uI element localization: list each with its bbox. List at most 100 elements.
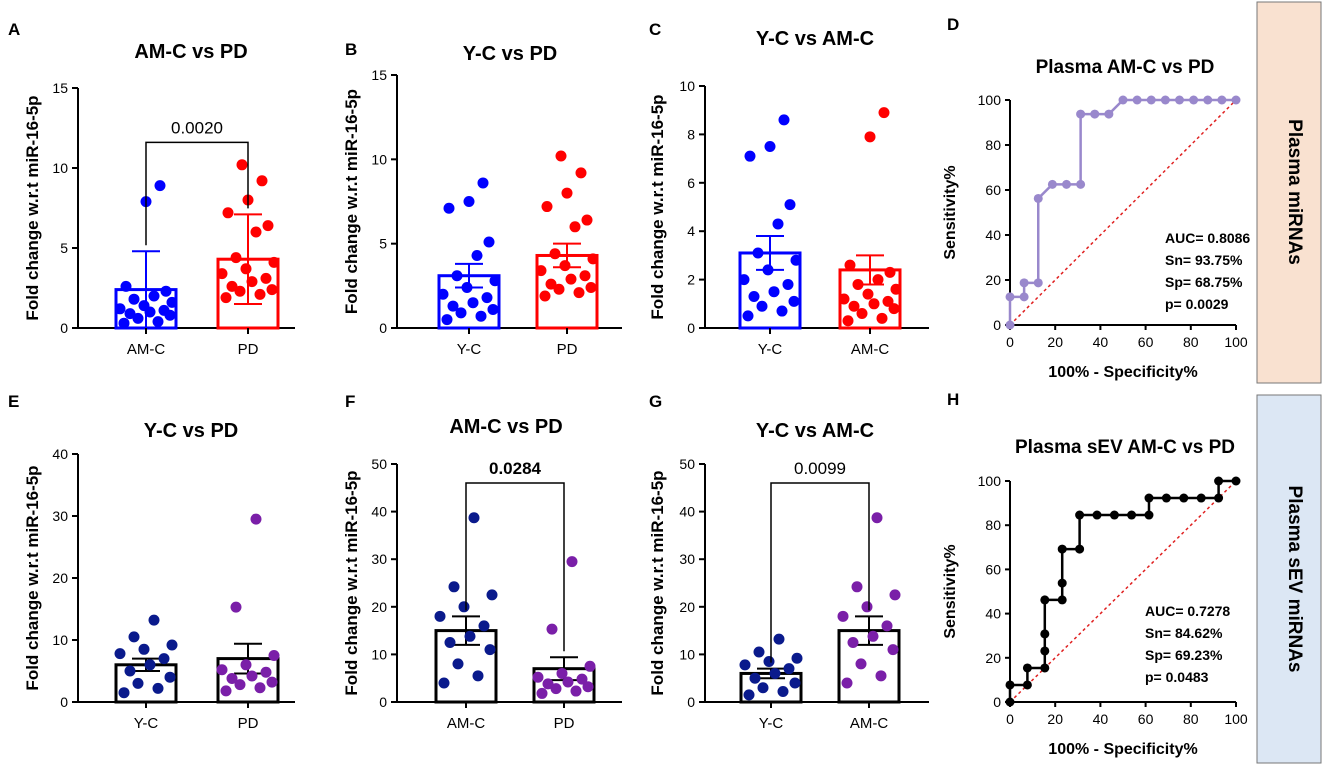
data-point [566, 556, 578, 568]
y-tick-label: 0 [687, 320, 695, 336]
roc-point [1075, 510, 1085, 520]
data-point [220, 685, 232, 697]
y-tick-label: 20 [985, 272, 1001, 288]
roc-point [1033, 193, 1043, 203]
y-tick-label: 60 [985, 182, 1001, 198]
y-tick-label: 15 [52, 80, 68, 96]
y-axis-label: Fold change w.r.t miR-16-5p [23, 95, 42, 320]
roc-point [1019, 292, 1029, 302]
data-point [838, 293, 850, 305]
stat-line: p= 0.0483 [1145, 669, 1209, 685]
y-axis-label: Fold change w.r.t miR-16-5p [648, 470, 667, 695]
data-point [542, 678, 554, 690]
data-point [575, 167, 587, 179]
panel-label: F [345, 392, 355, 411]
data-point [752, 247, 764, 259]
x-tick-label: Y-C [457, 341, 482, 358]
x-tick-label: Y-C [759, 715, 784, 732]
data-point [455, 307, 467, 319]
data-point [484, 644, 496, 656]
side-label-top-box [1256, 1, 1322, 384]
data-point [478, 620, 490, 632]
data-point [856, 307, 868, 319]
roc-point [1057, 578, 1067, 588]
data-point [887, 644, 899, 656]
stat-line: Sn= 93.75% [1165, 252, 1243, 268]
y-tick-label: 0 [993, 694, 1001, 710]
data-point [882, 295, 894, 307]
data-point [463, 196, 475, 207]
data-point [876, 312, 888, 324]
data-point [240, 263, 252, 275]
y-tick-label: 0 [60, 320, 68, 336]
data-point [553, 283, 565, 295]
stat-line: AUC= 0.7278 [1145, 603, 1230, 619]
data-point [262, 220, 274, 232]
panel-label: E [8, 392, 19, 411]
panel-title: Plasma AM-C vs PD [1036, 57, 1215, 78]
data-point [486, 589, 498, 601]
data-point [246, 276, 258, 288]
data-point [862, 288, 874, 300]
roc-point [1132, 95, 1142, 105]
data-point [778, 114, 790, 126]
roc-point [1144, 510, 1154, 520]
data-point [748, 291, 760, 303]
data-point [234, 285, 246, 297]
data-point [768, 286, 780, 298]
panel-title: Y-C vs AM-C [756, 420, 874, 442]
data-point [254, 682, 266, 694]
y-tick-label: 50 [371, 456, 387, 472]
roc-point [1022, 663, 1032, 673]
p-value-label: 0.0020 [171, 118, 223, 137]
roc-point [1203, 95, 1213, 105]
data-point [784, 199, 796, 211]
significance-bracket [465, 482, 565, 652]
data-point [144, 659, 156, 671]
roc-point [1217, 95, 1227, 105]
data-point [861, 601, 873, 613]
y-tick-label: 30 [679, 551, 695, 567]
reference-diagonal [1009, 480, 1237, 703]
data-point [160, 285, 172, 297]
x-tick-label: AM-C [851, 341, 889, 358]
panel-f: F AM-C vs PD Fold change w.r.t miR-16-5p 0 1… [342, 392, 622, 732]
data-point [536, 687, 548, 699]
data-point [875, 670, 887, 682]
panel-title: AM-C vs PD [134, 41, 247, 63]
data-point [573, 287, 585, 299]
y-tick-label: 0 [993, 317, 1001, 333]
data-point [444, 637, 456, 648]
data-point [867, 630, 879, 642]
roc-point [1040, 629, 1050, 639]
data-point [166, 296, 178, 308]
data-point [772, 218, 784, 230]
roc-point [1090, 109, 1100, 119]
data-point [790, 254, 802, 266]
data-point [744, 150, 756, 162]
y-axis-label: Fold change w.r.t miR-16-5p [23, 465, 42, 690]
data-point [783, 663, 795, 675]
data-point [234, 679, 246, 691]
data-point [152, 316, 164, 328]
data-point [756, 300, 768, 312]
x-tick-label: 0 [1006, 334, 1014, 350]
data-point [268, 256, 280, 268]
panel-title: Y-C vs PD [463, 43, 557, 65]
panel-label: C [649, 20, 661, 39]
x-tick-label: 100 [1224, 334, 1248, 350]
x-tick-label: Y-C [758, 341, 783, 358]
roc-point [1019, 278, 1029, 288]
roc-point [1161, 493, 1171, 503]
data-point [158, 304, 170, 316]
data-point [158, 653, 170, 665]
data-point [855, 658, 867, 670]
data-point [164, 671, 176, 683]
data-point [256, 175, 268, 187]
data-point [152, 682, 164, 694]
y-axis-label: Sensitivity% [942, 165, 959, 259]
data-point [438, 677, 450, 689]
data-point [884, 266, 896, 278]
data-point [852, 278, 864, 290]
y-tick-label: 40 [52, 446, 68, 462]
